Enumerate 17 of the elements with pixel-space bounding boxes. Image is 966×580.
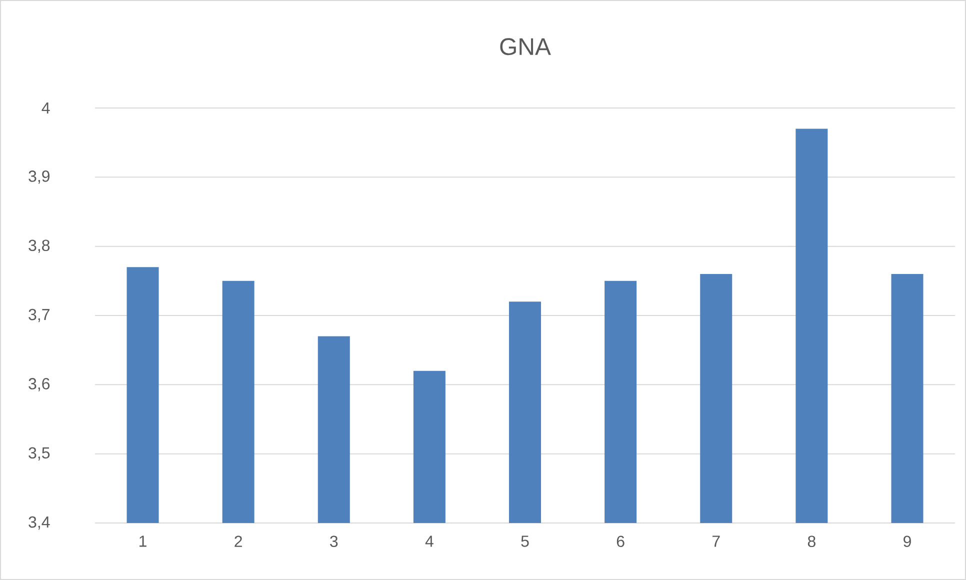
x-tick-label: 6 <box>616 536 624 548</box>
y-tick-label: 3,9 <box>28 170 50 184</box>
y-tick-label: 3,7 <box>28 308 50 322</box>
y-tick-label: 3,4 <box>28 516 50 530</box>
x-tick-label: 2 <box>234 536 242 547</box>
x-tick-label: 4 <box>425 536 434 547</box>
y-tick-label: 3,6 <box>28 378 50 392</box>
chart-title: GNA <box>500 38 551 56</box>
y-tick-label: 4 <box>42 102 50 114</box>
x-tick-label: 7 <box>712 536 720 547</box>
x-tick-label: 8 <box>808 536 816 548</box>
x-tick-label: 3 <box>330 536 338 548</box>
x-tick-label: 9 <box>904 536 911 548</box>
x-tick-label: 1 <box>140 536 146 547</box>
x-tick-label: 5 <box>521 536 529 547</box>
y-tick-label: 3,5 <box>28 447 50 460</box>
y-tick-label: 3,8 <box>28 240 50 253</box>
